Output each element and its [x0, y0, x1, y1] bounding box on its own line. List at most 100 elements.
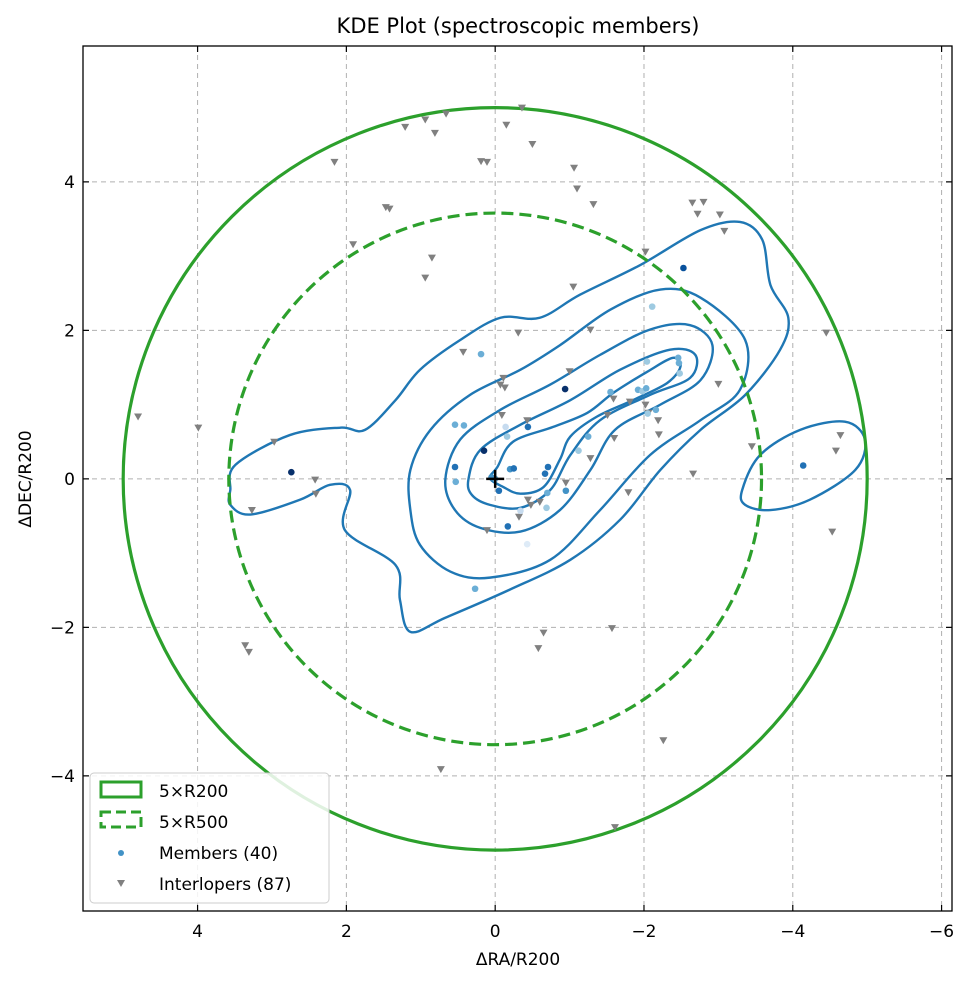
- interloper-point: [247, 507, 256, 515]
- interloper-point: [570, 164, 579, 172]
- member-point: [642, 384, 650, 392]
- x-axis-label: ΔRA/R200: [476, 950, 560, 970]
- legend-swatch-r500: [99, 810, 143, 829]
- y-tick-label: 4: [64, 173, 75, 193]
- member-point: [523, 540, 531, 548]
- interloper-point: [244, 648, 253, 656]
- member-point: [504, 523, 512, 530]
- member-point: [477, 350, 485, 358]
- x-tick-label: 0: [490, 922, 501, 942]
- interloper-point: [610, 435, 619, 443]
- interloper-point: [641, 248, 650, 256]
- member-point: [503, 433, 511, 440]
- member-point: [480, 447, 488, 454]
- member-point: [575, 447, 582, 454]
- interloper-point: [565, 368, 574, 376]
- interloper-point: [459, 348, 468, 356]
- interloper-point: [573, 185, 582, 193]
- interloper-point: [689, 470, 698, 478]
- member-point: [643, 358, 651, 365]
- interloper-point: [699, 198, 708, 206]
- interloper-point: [659, 737, 668, 745]
- member-point: [676, 370, 683, 377]
- member-point: [584, 433, 592, 440]
- interloper-point: [607, 625, 616, 633]
- interloper-point: [436, 766, 445, 774]
- interloper-point: [603, 412, 612, 420]
- interloper-point: [822, 329, 831, 337]
- y-tick-label: −4: [50, 767, 75, 787]
- member-point: [288, 468, 295, 476]
- interloper-point: [654, 431, 663, 439]
- interloper-point: [421, 116, 430, 124]
- y-tick-label: 0: [64, 470, 75, 490]
- interloper-point: [496, 381, 505, 389]
- interloper-point: [514, 329, 523, 337]
- legend-label-r200: 5×R200: [159, 782, 228, 802]
- x-tick-label: 2: [341, 922, 352, 942]
- member-point: [648, 303, 656, 310]
- x-tick-label: −4: [780, 922, 805, 942]
- interloper-point: [528, 141, 537, 149]
- member-point: [452, 478, 460, 486]
- interloper-point: [482, 527, 491, 535]
- interloper-point: [349, 241, 358, 249]
- interloper-point: [535, 498, 544, 506]
- interloper-point: [534, 645, 543, 653]
- interloper-point: [526, 501, 535, 509]
- x-tick-label: −6: [929, 922, 954, 942]
- interloper-point: [609, 395, 618, 403]
- interloper-point: [561, 479, 570, 487]
- member-point: [607, 388, 614, 396]
- interloper-point: [517, 104, 526, 112]
- interloper-point: [641, 401, 650, 409]
- interloper-point: [311, 490, 320, 498]
- y-axis-label: ΔDEC/R200: [16, 430, 36, 527]
- member-point: [680, 264, 687, 272]
- kde-contour: [488, 356, 682, 495]
- member-point: [451, 421, 459, 428]
- kde-contour: [739, 420, 867, 512]
- interloper-point: [523, 417, 532, 425]
- kde-contour: [466, 347, 699, 510]
- member-point: [799, 462, 807, 469]
- legend-label-r500: 5×R500: [159, 813, 228, 833]
- interloper-point: [714, 380, 723, 388]
- interloper-point: [569, 283, 578, 291]
- interloper-point: [401, 123, 410, 131]
- interloper-point: [499, 374, 508, 382]
- interloper-point: [330, 158, 339, 166]
- kde-contour: [227, 220, 790, 634]
- interloper-point: [311, 476, 320, 484]
- legend-frame: [89, 772, 330, 904]
- member-point: [510, 465, 518, 472]
- interloper-point: [514, 513, 523, 521]
- member-point: [543, 489, 551, 497]
- interloper-point: [693, 210, 702, 218]
- interloper-point: [502, 121, 511, 129]
- interloper-point: [624, 489, 633, 497]
- kde-contour: [407, 287, 750, 580]
- interloper-point: [270, 438, 279, 446]
- interloper-point: [654, 417, 663, 425]
- interloper-point: [828, 528, 837, 536]
- member-point: [561, 385, 569, 393]
- interloper-point: [586, 455, 595, 463]
- r200-circle: [121, 106, 869, 852]
- interloper-point: [688, 199, 697, 207]
- member-point: [517, 507, 524, 515]
- member-point: [541, 470, 549, 477]
- interloper-point: [836, 432, 845, 440]
- interloper-point: [477, 158, 486, 166]
- interloper-point: [497, 412, 506, 420]
- chart-title: KDE Plot (spectroscopic members): [337, 14, 700, 38]
- interloper-point: [523, 496, 532, 504]
- member-point: [451, 463, 459, 471]
- interloper-point: [586, 326, 595, 334]
- legend-label-members: Members (40): [159, 844, 278, 864]
- member-point: [543, 504, 550, 512]
- member-point: [502, 423, 509, 431]
- interloper-point: [539, 629, 548, 637]
- member-point: [495, 487, 503, 495]
